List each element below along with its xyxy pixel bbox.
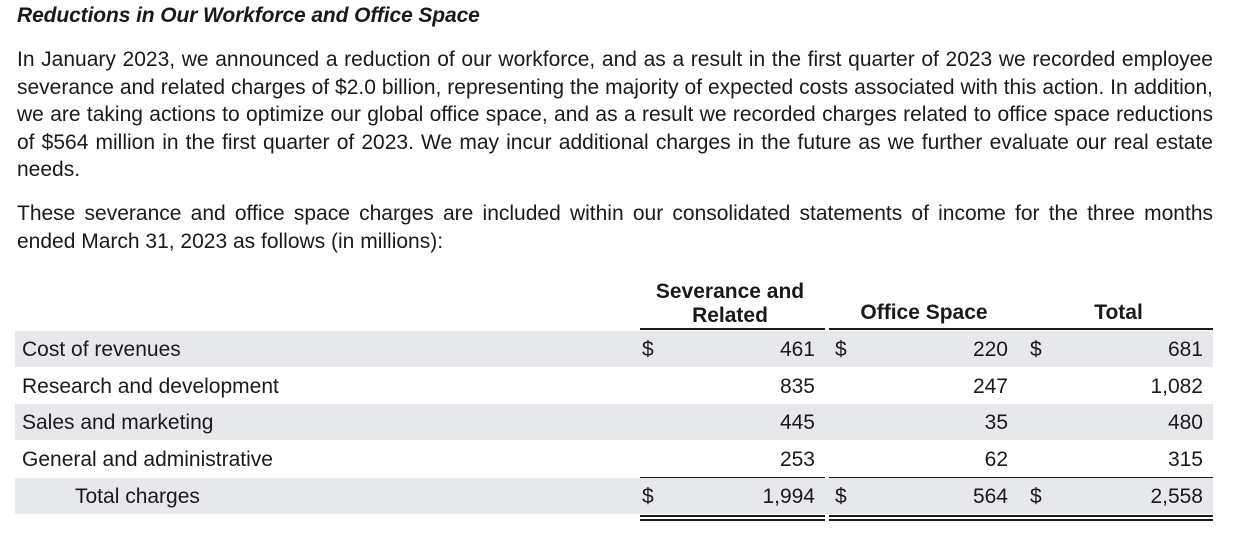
total-value: 681	[1167, 338, 1203, 361]
total-value: 480	[1167, 411, 1203, 434]
column-header-office-space: Office Space	[860, 301, 988, 324]
office-space-value: 220	[972, 338, 1008, 361]
paragraph-charges-intro: These severance and office space charges…	[17, 202, 1213, 253]
table-row: Research and development 835 247 1,082	[15, 368, 1213, 404]
double-underline	[640, 515, 825, 517]
grand-total: 2,558	[1150, 485, 1203, 508]
total-row-label: Total charges	[75, 485, 200, 508]
severance-value: 461	[779, 338, 815, 361]
total-value: 1,082	[1150, 375, 1203, 398]
double-underline	[829, 515, 1023, 517]
double-underline	[640, 519, 825, 521]
header-underline	[829, 328, 1023, 330]
table-row: Sales and marketing 445 35 480	[15, 404, 1213, 440]
total-value: 315	[1167, 448, 1203, 471]
currency-symbol: $	[835, 485, 847, 508]
currency-symbol: $	[835, 338, 847, 361]
table-row: General and administrative 253 62 315	[15, 441, 1213, 477]
double-underline	[829, 519, 1023, 521]
table-row: Cost of revenues $ 461 $ 220 $ 681	[15, 331, 1213, 367]
column-header-severance: Severance and Related	[655, 280, 805, 327]
paragraph-workforce: In January 2023, we announced a reductio…	[17, 48, 1213, 182]
subtotal-rule	[829, 477, 1023, 478]
header-underline	[640, 328, 825, 330]
currency-symbol: $	[1030, 485, 1042, 508]
office-space-value: 247	[972, 375, 1008, 398]
severance-total: 1,994	[762, 485, 815, 508]
row-label: Sales and marketing	[22, 411, 214, 434]
office-space-value: 62	[984, 448, 1008, 471]
subtotal-rule	[640, 477, 825, 478]
header-underline	[1023, 328, 1213, 330]
total-row: Total charges $ 1,994 $ 564 $ 2,558	[15, 478, 1213, 514]
office-space-total: 564	[972, 485, 1008, 508]
currency-symbol: $	[642, 338, 654, 361]
currency-symbol: $	[642, 485, 654, 508]
office-space-value: 35	[984, 411, 1008, 434]
double-underline	[1023, 519, 1213, 521]
column-header-total: Total	[1094, 301, 1143, 324]
section-heading: Reductions in Our Workforce and Office S…	[17, 4, 480, 27]
currency-symbol: $	[1030, 338, 1042, 361]
row-label: General and administrative	[22, 448, 273, 471]
severance-value: 835	[779, 375, 815, 398]
severance-value: 445	[779, 411, 815, 434]
subtotal-rule	[1023, 477, 1213, 478]
row-label: Cost of revenues	[22, 338, 181, 361]
severance-value: 253	[779, 448, 815, 471]
row-label: Research and development	[22, 375, 279, 398]
double-underline	[1023, 515, 1213, 517]
